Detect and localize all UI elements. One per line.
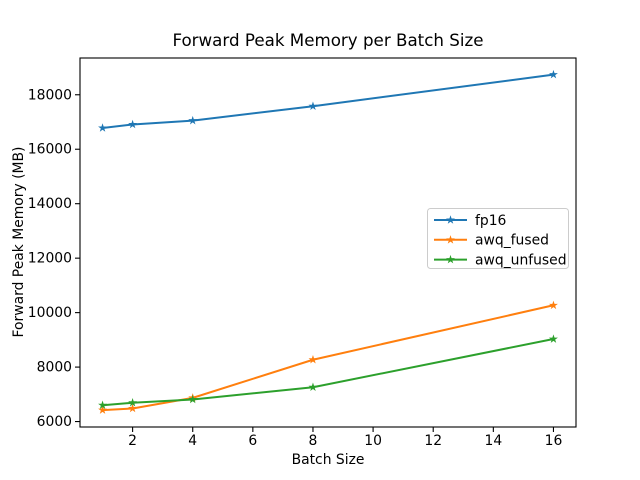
legend-label: fp16: [475, 213, 506, 229]
series-marker-star: [308, 382, 318, 392]
series-marker-star: [128, 398, 138, 407]
series-awq_unfused: [98, 334, 558, 410]
series-marker-star: [548, 300, 558, 310]
legend-label: awq_unfused: [475, 253, 567, 269]
y-tick-label: 10000: [28, 305, 72, 321]
chart-title: Forward Peak Memory per Batch Size: [172, 30, 483, 50]
legend: fp16 awq_fused awq_unfused: [427, 208, 569, 269]
y-tick-label: 18000: [28, 87, 72, 103]
series-marker-star: [98, 405, 108, 414]
series-marker-star: [308, 101, 318, 110]
series-marker-star: [98, 123, 108, 132]
series-marker-star: [188, 115, 198, 125]
y-tick-label: 16000: [28, 142, 72, 158]
y-tick-label: 12000: [28, 251, 72, 267]
x-tick-label: 6: [248, 433, 257, 449]
x-tick-label: 12: [424, 433, 442, 449]
x-tick-label: 4: [188, 433, 197, 449]
y-axis-label: Forward Peak Memory (MB): [11, 147, 27, 338]
x-tick-label: 10: [364, 433, 382, 449]
series-marker-star: [308, 355, 318, 364]
x-tick-label: 2: [128, 433, 137, 449]
series-marker-star: [548, 334, 558, 343]
axes-frame: [79, 57, 577, 428]
legend-label: awq_fused: [475, 233, 549, 249]
y-axis: 6000 8000 10000 12000 14000 16000 18000: [28, 87, 80, 430]
x-tick-label: 14: [484, 433, 502, 449]
legend-frame: [427, 208, 569, 269]
series-fp16: [98, 69, 558, 132]
legend-sample-marker: [446, 254, 455, 264]
x-tick-label: 8: [309, 433, 318, 449]
y-tick-label: 8000: [37, 360, 72, 376]
x-axis-label: Batch Size: [292, 452, 365, 468]
series-marker-star: [188, 394, 198, 404]
y-tick-label: 6000: [37, 414, 72, 430]
x-tick-label: 16: [545, 433, 563, 449]
series-marker-star: [548, 69, 558, 79]
series-marker-star: [98, 400, 108, 410]
series-marker-star: [128, 403, 138, 413]
y-tick-label: 14000: [28, 196, 72, 212]
legend-sample-marker: [446, 235, 455, 244]
plot-area: 2 4 6 8 10 12 14 16 6000 8000 10000 12000 14000 16000…: [28, 57, 577, 449]
x-axis: 2 4 6 8 10 12 14 16: [128, 427, 562, 449]
legend-sample-marker: [446, 215, 455, 224]
series-marker-star: [128, 119, 138, 129]
